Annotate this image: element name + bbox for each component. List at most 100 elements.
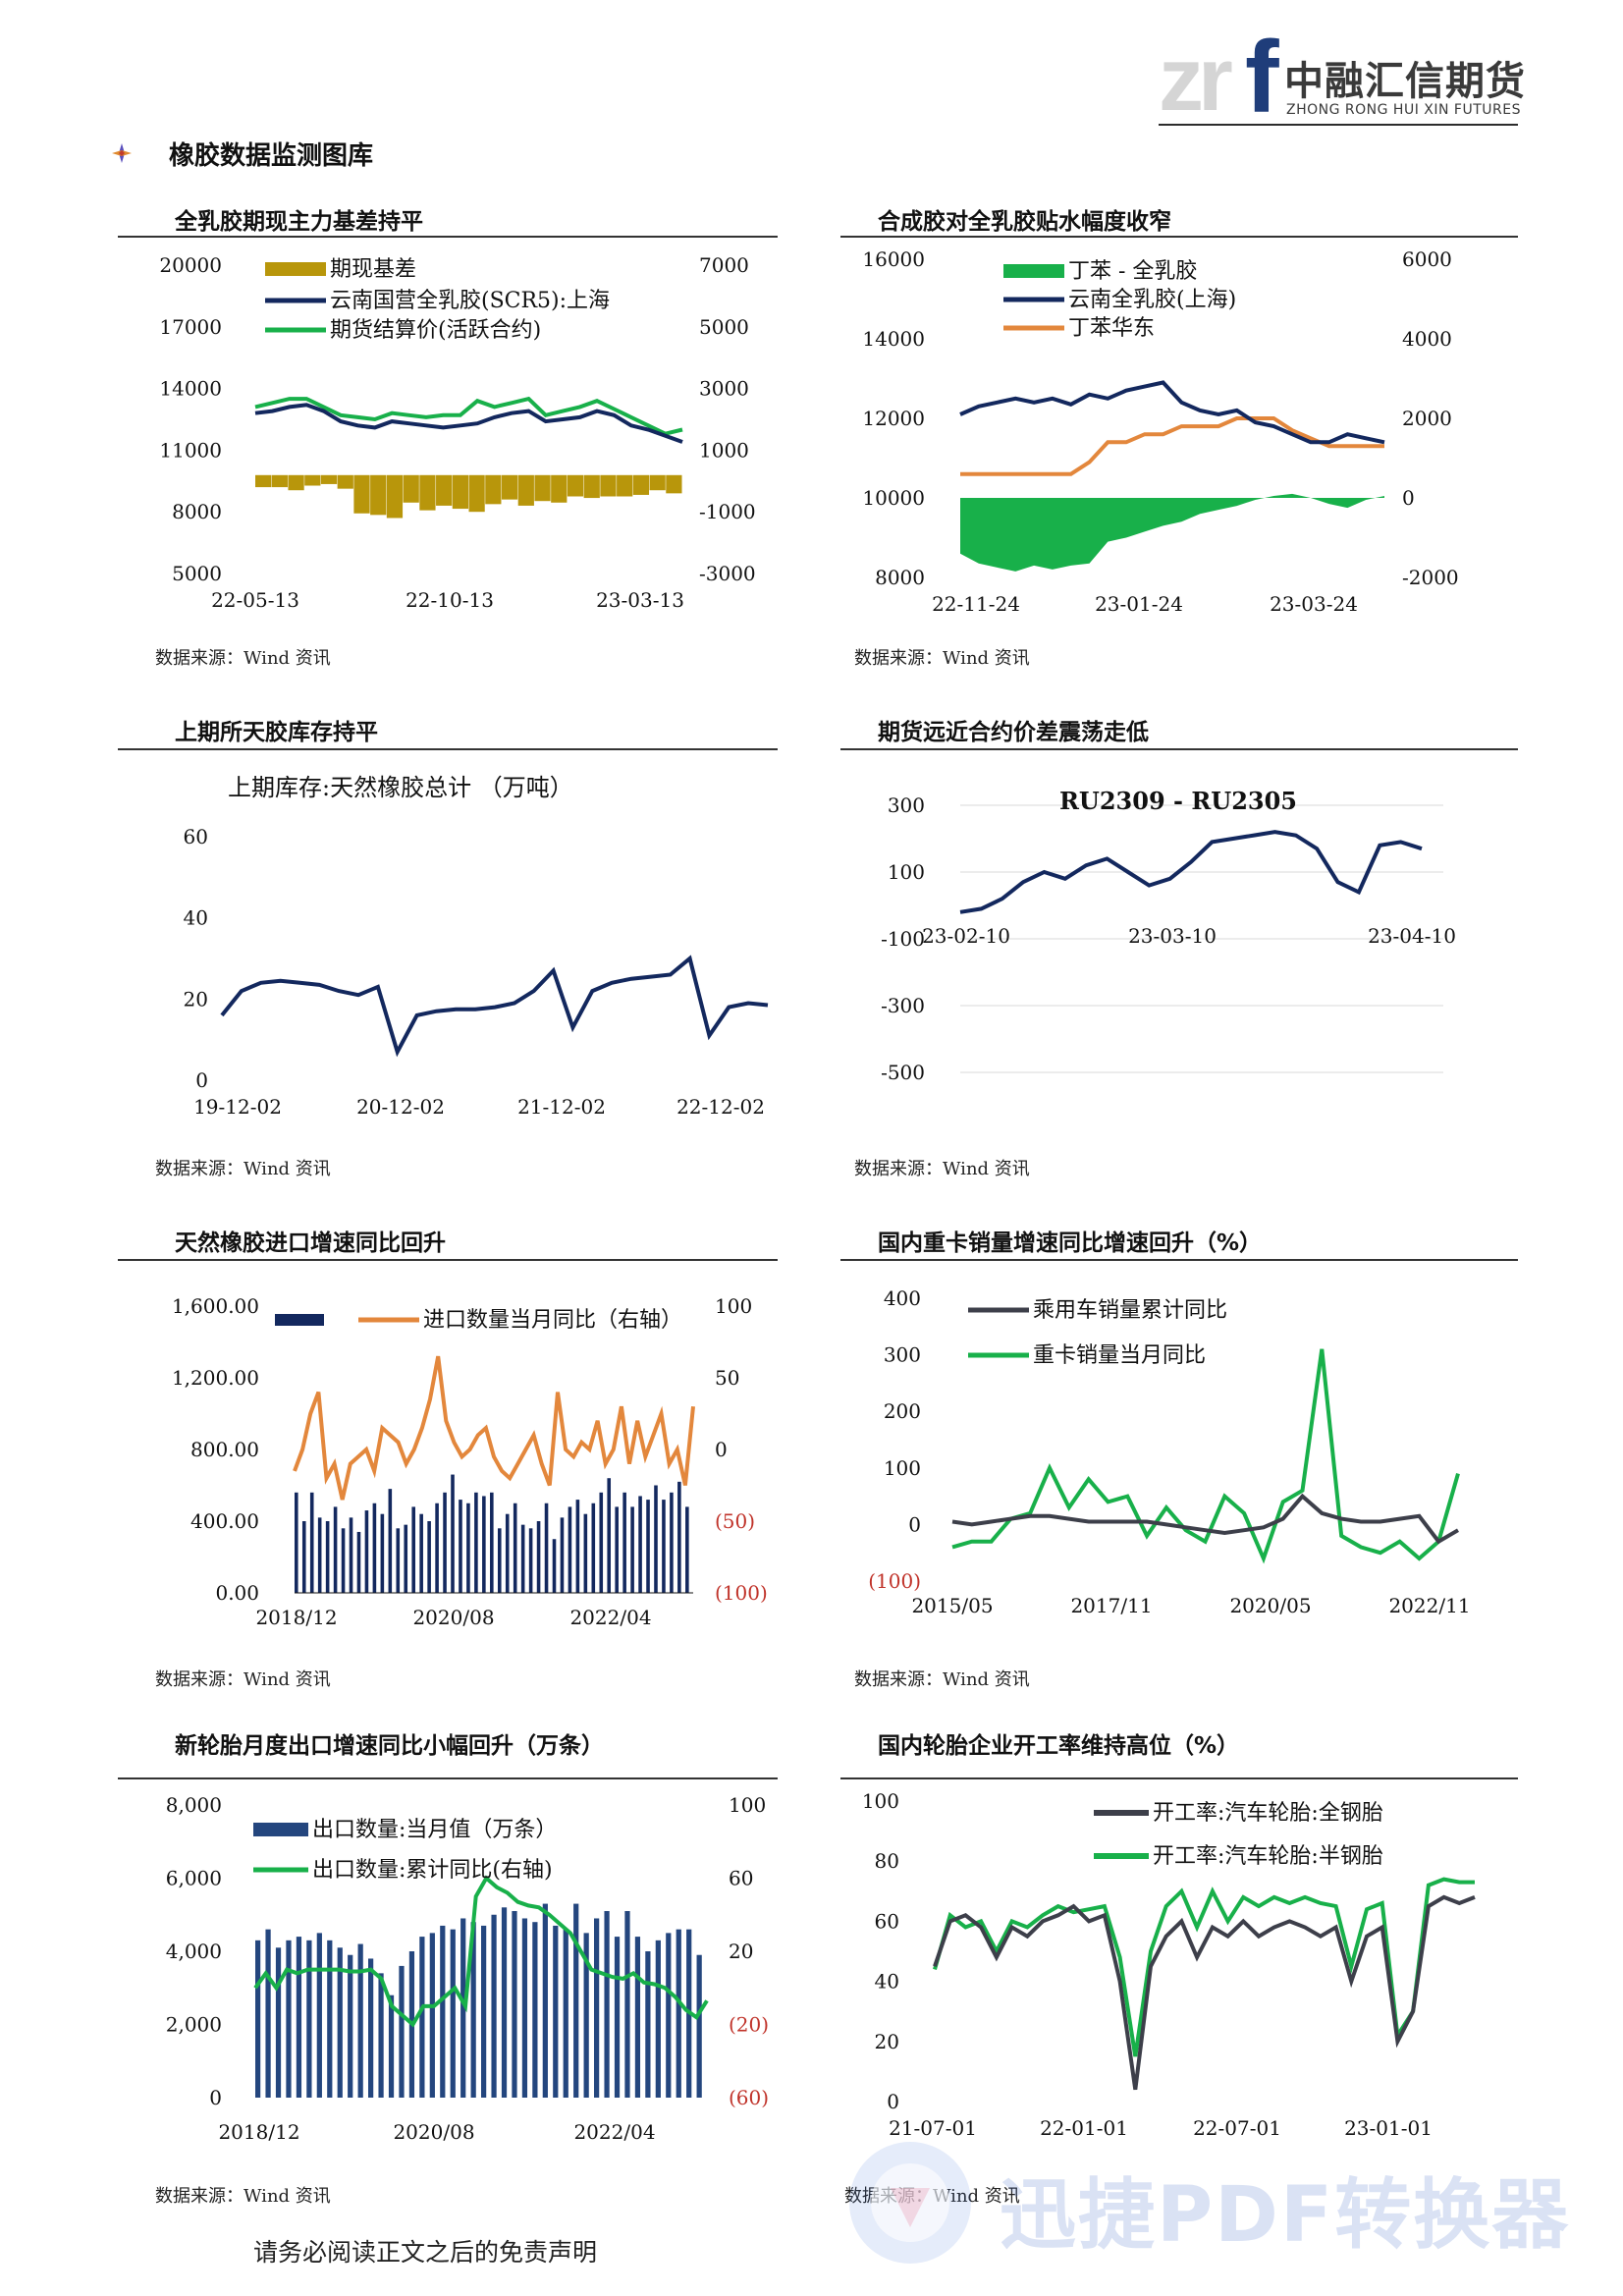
basis-bar xyxy=(320,474,338,484)
footer-disclaimer: 请务必阅读正文之后的免责声明 xyxy=(253,2238,598,2267)
export-volume-bar xyxy=(429,1933,435,2098)
panel-title: 合成胶对全乳胶贴水幅度收窄 xyxy=(878,209,1171,235)
import-volume-bar xyxy=(552,1539,557,1593)
y-tick-label: 7000 xyxy=(699,253,749,277)
export-volume-bar xyxy=(634,1937,641,2098)
import-volume-bar xyxy=(505,1513,510,1593)
export-volume-bar xyxy=(440,1925,446,2098)
company-logo-mark: zr f xyxy=(1159,37,1279,126)
series-line-passenger-cum-yoy xyxy=(951,1493,1460,1545)
legend-swatch xyxy=(968,1352,1029,1358)
y-tick-label: 2,000 xyxy=(166,2013,222,2037)
basis-bar xyxy=(288,474,304,491)
y-tick-label: -300 xyxy=(881,994,925,1017)
export-volume-bar xyxy=(388,1995,395,2098)
header-divider xyxy=(1159,124,1518,126)
basis-bar xyxy=(419,474,436,511)
series-line-export-cum-yoy xyxy=(253,1875,709,2028)
y-tick-label: 60 xyxy=(184,825,208,848)
export-volume-bar xyxy=(286,1940,292,2098)
y-tick-label: 8000 xyxy=(875,566,925,589)
import-volume-bar xyxy=(607,1478,612,1593)
series-line-import-yoy xyxy=(293,1355,695,1501)
spread-area xyxy=(960,493,1384,572)
export-volume-bar xyxy=(275,1947,282,2098)
panel-rule xyxy=(118,748,778,750)
export-volume-bar xyxy=(378,1973,384,2098)
series-line-semi-steel xyxy=(933,1877,1475,2057)
legend-swatch xyxy=(253,1823,308,1836)
panel-title: 期货远近合约价差震荡走低 xyxy=(878,720,1149,745)
legend-label: 云南全乳胶(上海) xyxy=(1068,288,1236,312)
y-tick-label: 100 xyxy=(884,1456,921,1480)
import-volume-bar xyxy=(411,1506,415,1593)
export-volume-bar xyxy=(460,1918,466,2098)
panel-rule xyxy=(118,1777,778,1779)
x-tick-label: 22-10-13 xyxy=(406,588,494,612)
panel-rule xyxy=(840,236,1518,238)
x-tick-label: 23-02-10 xyxy=(922,924,1010,948)
import-volume-bar xyxy=(459,1500,462,1593)
y-tick-label: 60 xyxy=(875,1909,899,1933)
y-tick-label: 0 xyxy=(1402,486,1415,510)
y-tick-label: 300 xyxy=(888,793,925,817)
basis-bar xyxy=(583,474,600,499)
basis-bar xyxy=(386,474,404,519)
import-volume-bar xyxy=(427,1521,431,1593)
y-tick-label: 50 xyxy=(715,1366,739,1390)
y-tick-label: 14000 xyxy=(159,377,222,401)
import-volume-bar xyxy=(301,1521,306,1593)
export-volume-bar xyxy=(481,1925,487,2098)
panel-title: 天然橡胶进口增速同比回升 xyxy=(175,1230,446,1256)
export-volume-bar xyxy=(676,1929,681,2098)
export-volume-bar xyxy=(265,1929,271,2098)
y-tick-label: -3000 xyxy=(699,562,756,585)
section-title: 橡胶数据监测图库 xyxy=(169,141,374,171)
source-note: 数据来源：Wind 资讯 xyxy=(155,648,331,669)
diamond-star-icon xyxy=(112,143,132,163)
y-tick-label: -500 xyxy=(881,1061,925,1084)
import-volume-bar xyxy=(638,1496,642,1593)
chart-basis: 20000 17000 14000 11000 8000 5000 7000 5000 3000… xyxy=(159,253,756,612)
y-tick-label: 100 xyxy=(888,860,925,884)
panel-title: 全乳胶期现主力基差持平 xyxy=(175,209,423,235)
y-tick-label: 100 xyxy=(729,1793,766,1817)
x-tick-label: 22-05-13 xyxy=(211,588,299,612)
legend-swatch xyxy=(968,1307,1029,1313)
x-tick-label: 23-03-13 xyxy=(596,588,684,612)
svg-text:zr: zr xyxy=(1159,37,1232,126)
x-tick-label: 2015/05 xyxy=(911,1594,993,1617)
export-volume-bar xyxy=(306,1940,312,2098)
series-line-yunnan-natural xyxy=(959,380,1385,445)
import-volume-bar xyxy=(451,1474,455,1593)
basis-bar xyxy=(551,474,568,503)
y-tick-label: 40 xyxy=(184,906,208,930)
x-tick-label: 23-04-10 xyxy=(1368,924,1456,948)
series-line-sbr-east-china xyxy=(960,416,1384,476)
export-volume-bar xyxy=(255,1940,261,2098)
y-tick-label: 100 xyxy=(715,1294,752,1318)
export-volume-bar xyxy=(573,1903,579,2098)
legend-label: 云南国营全乳胶(SCR5):上海 xyxy=(330,289,610,313)
legend-label: 丁苯 - 全乳胶 xyxy=(1068,259,1197,284)
basis-bar xyxy=(436,474,453,506)
basis-bar xyxy=(534,474,551,502)
legend-label: 重卡销量当月同比 xyxy=(1033,1343,1206,1368)
y-tick-label: 1,200.00 xyxy=(172,1366,259,1390)
import-volume-bar xyxy=(591,1503,596,1593)
y-tick-label: -2000 xyxy=(1402,566,1459,589)
export-volume-bar xyxy=(296,1937,302,2098)
legend-swatch xyxy=(1003,325,1064,331)
basis-bar xyxy=(600,474,617,497)
y-tick-label: 20 xyxy=(184,987,208,1011)
export-volume-bar xyxy=(357,1943,363,2098)
company-name-en: ZHONG RONG HUI XIN FUTURES xyxy=(1286,102,1521,118)
y-tick-label: 60 xyxy=(729,1867,753,1890)
chart-tire-exports: 8,000 6,000 4,000 2,000 0 100 60 20 (20) (60) 2018… xyxy=(166,1793,769,2144)
import-volume-bar xyxy=(333,1506,338,1593)
x-tick-label: 23-03-10 xyxy=(1128,924,1217,948)
basis-bar xyxy=(271,474,288,488)
export-volume-bar xyxy=(614,1937,621,2098)
y-tick-label: 100 xyxy=(862,1789,899,1813)
import-volume-bar xyxy=(482,1496,486,1593)
